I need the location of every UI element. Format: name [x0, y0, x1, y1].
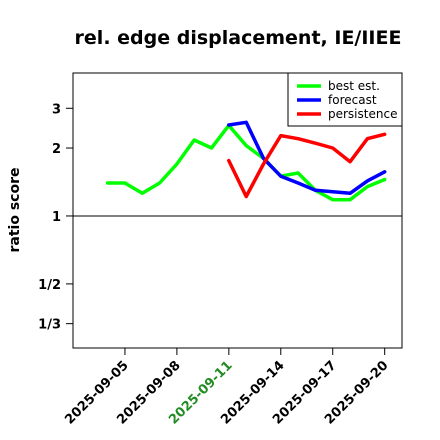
legend-label: best est. [328, 79, 380, 93]
chart-title: rel. edge displacement, IE/IIEE [75, 27, 402, 49]
series-layer [105, 120, 387, 202]
series-line-forecast [227, 120, 387, 196]
y-axis: 3 2 1 1/2 1/3 [38, 102, 73, 333]
legend-label: forecast [328, 93, 377, 107]
series-line-persistence [227, 132, 387, 199]
y-tick-label: 1/2 [38, 278, 61, 293]
y-tick-label: 1/3 [38, 318, 61, 333]
y-tick-label: 3 [52, 102, 61, 117]
series-line-best-est [105, 123, 387, 202]
y-tick-label: 2 [52, 142, 61, 157]
x-axis: 2025-09-052025-09-082025-09-112025-09-14… [62, 348, 392, 428]
legend-label: persistence [328, 107, 397, 121]
y-tick-label: 1 [52, 210, 61, 225]
y-axis-label: ratio score [7, 168, 23, 253]
plot-frame [72, 72, 403, 349]
